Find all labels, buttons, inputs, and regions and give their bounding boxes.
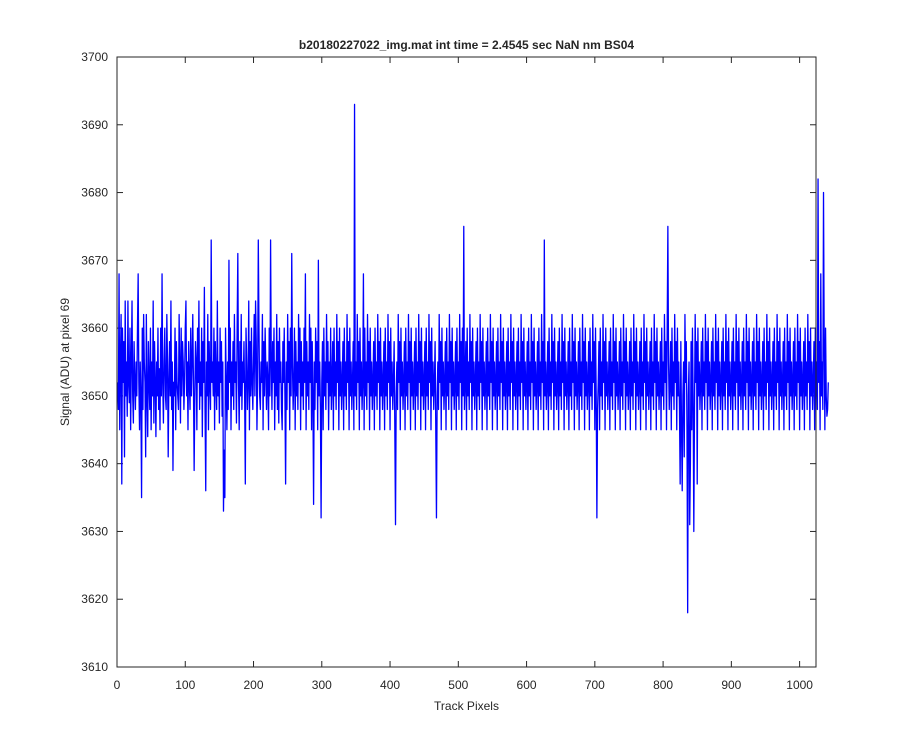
y-tick-label: 3650 <box>81 389 108 403</box>
x-tick-label: 200 <box>244 678 264 692</box>
y-tick-label: 3660 <box>81 321 108 335</box>
x-tick-label: 300 <box>312 678 332 692</box>
y-tick-label: 3640 <box>81 457 108 471</box>
series-line <box>117 103 829 614</box>
axes-frame <box>116 56 817 668</box>
x-tick-label: 500 <box>448 678 468 692</box>
y-tick-label: 3690 <box>81 118 108 132</box>
x-tick-label: 600 <box>517 678 537 692</box>
x-tick-label: 900 <box>721 678 741 692</box>
x-tick-label: 800 <box>653 678 673 692</box>
x-tick-label: 0 <box>114 678 121 692</box>
x-tick-label: 700 <box>585 678 605 692</box>
y-tick-label: 3670 <box>81 253 108 267</box>
y-axis-ticks: 3610 3620 3630 3640 3650 3660 3670 3680 3690 3700 <box>81 50 816 674</box>
y-tick-label: 3610 <box>81 660 108 674</box>
x-axis-ticks: 0 100 200 300 400 500 600 700 800 900 1000 <box>114 57 813 692</box>
x-tick-label: 400 <box>380 678 400 692</box>
x-tick-label: 1000 <box>786 678 813 692</box>
y-tick-label: 3700 <box>81 50 108 64</box>
y-tick-label: 3630 <box>81 524 108 538</box>
y-tick-label: 3620 <box>81 592 108 606</box>
y-axis-label: Signal (ADU) at pixel 69 <box>58 298 72 426</box>
x-tick-label: 100 <box>175 678 195 692</box>
y-tick-label: 3680 <box>81 186 108 200</box>
x-axis-label: Track Pixels <box>434 699 499 713</box>
chart-title: b20180227022_img.mat int time = 2.4545 s… <box>299 38 635 52</box>
